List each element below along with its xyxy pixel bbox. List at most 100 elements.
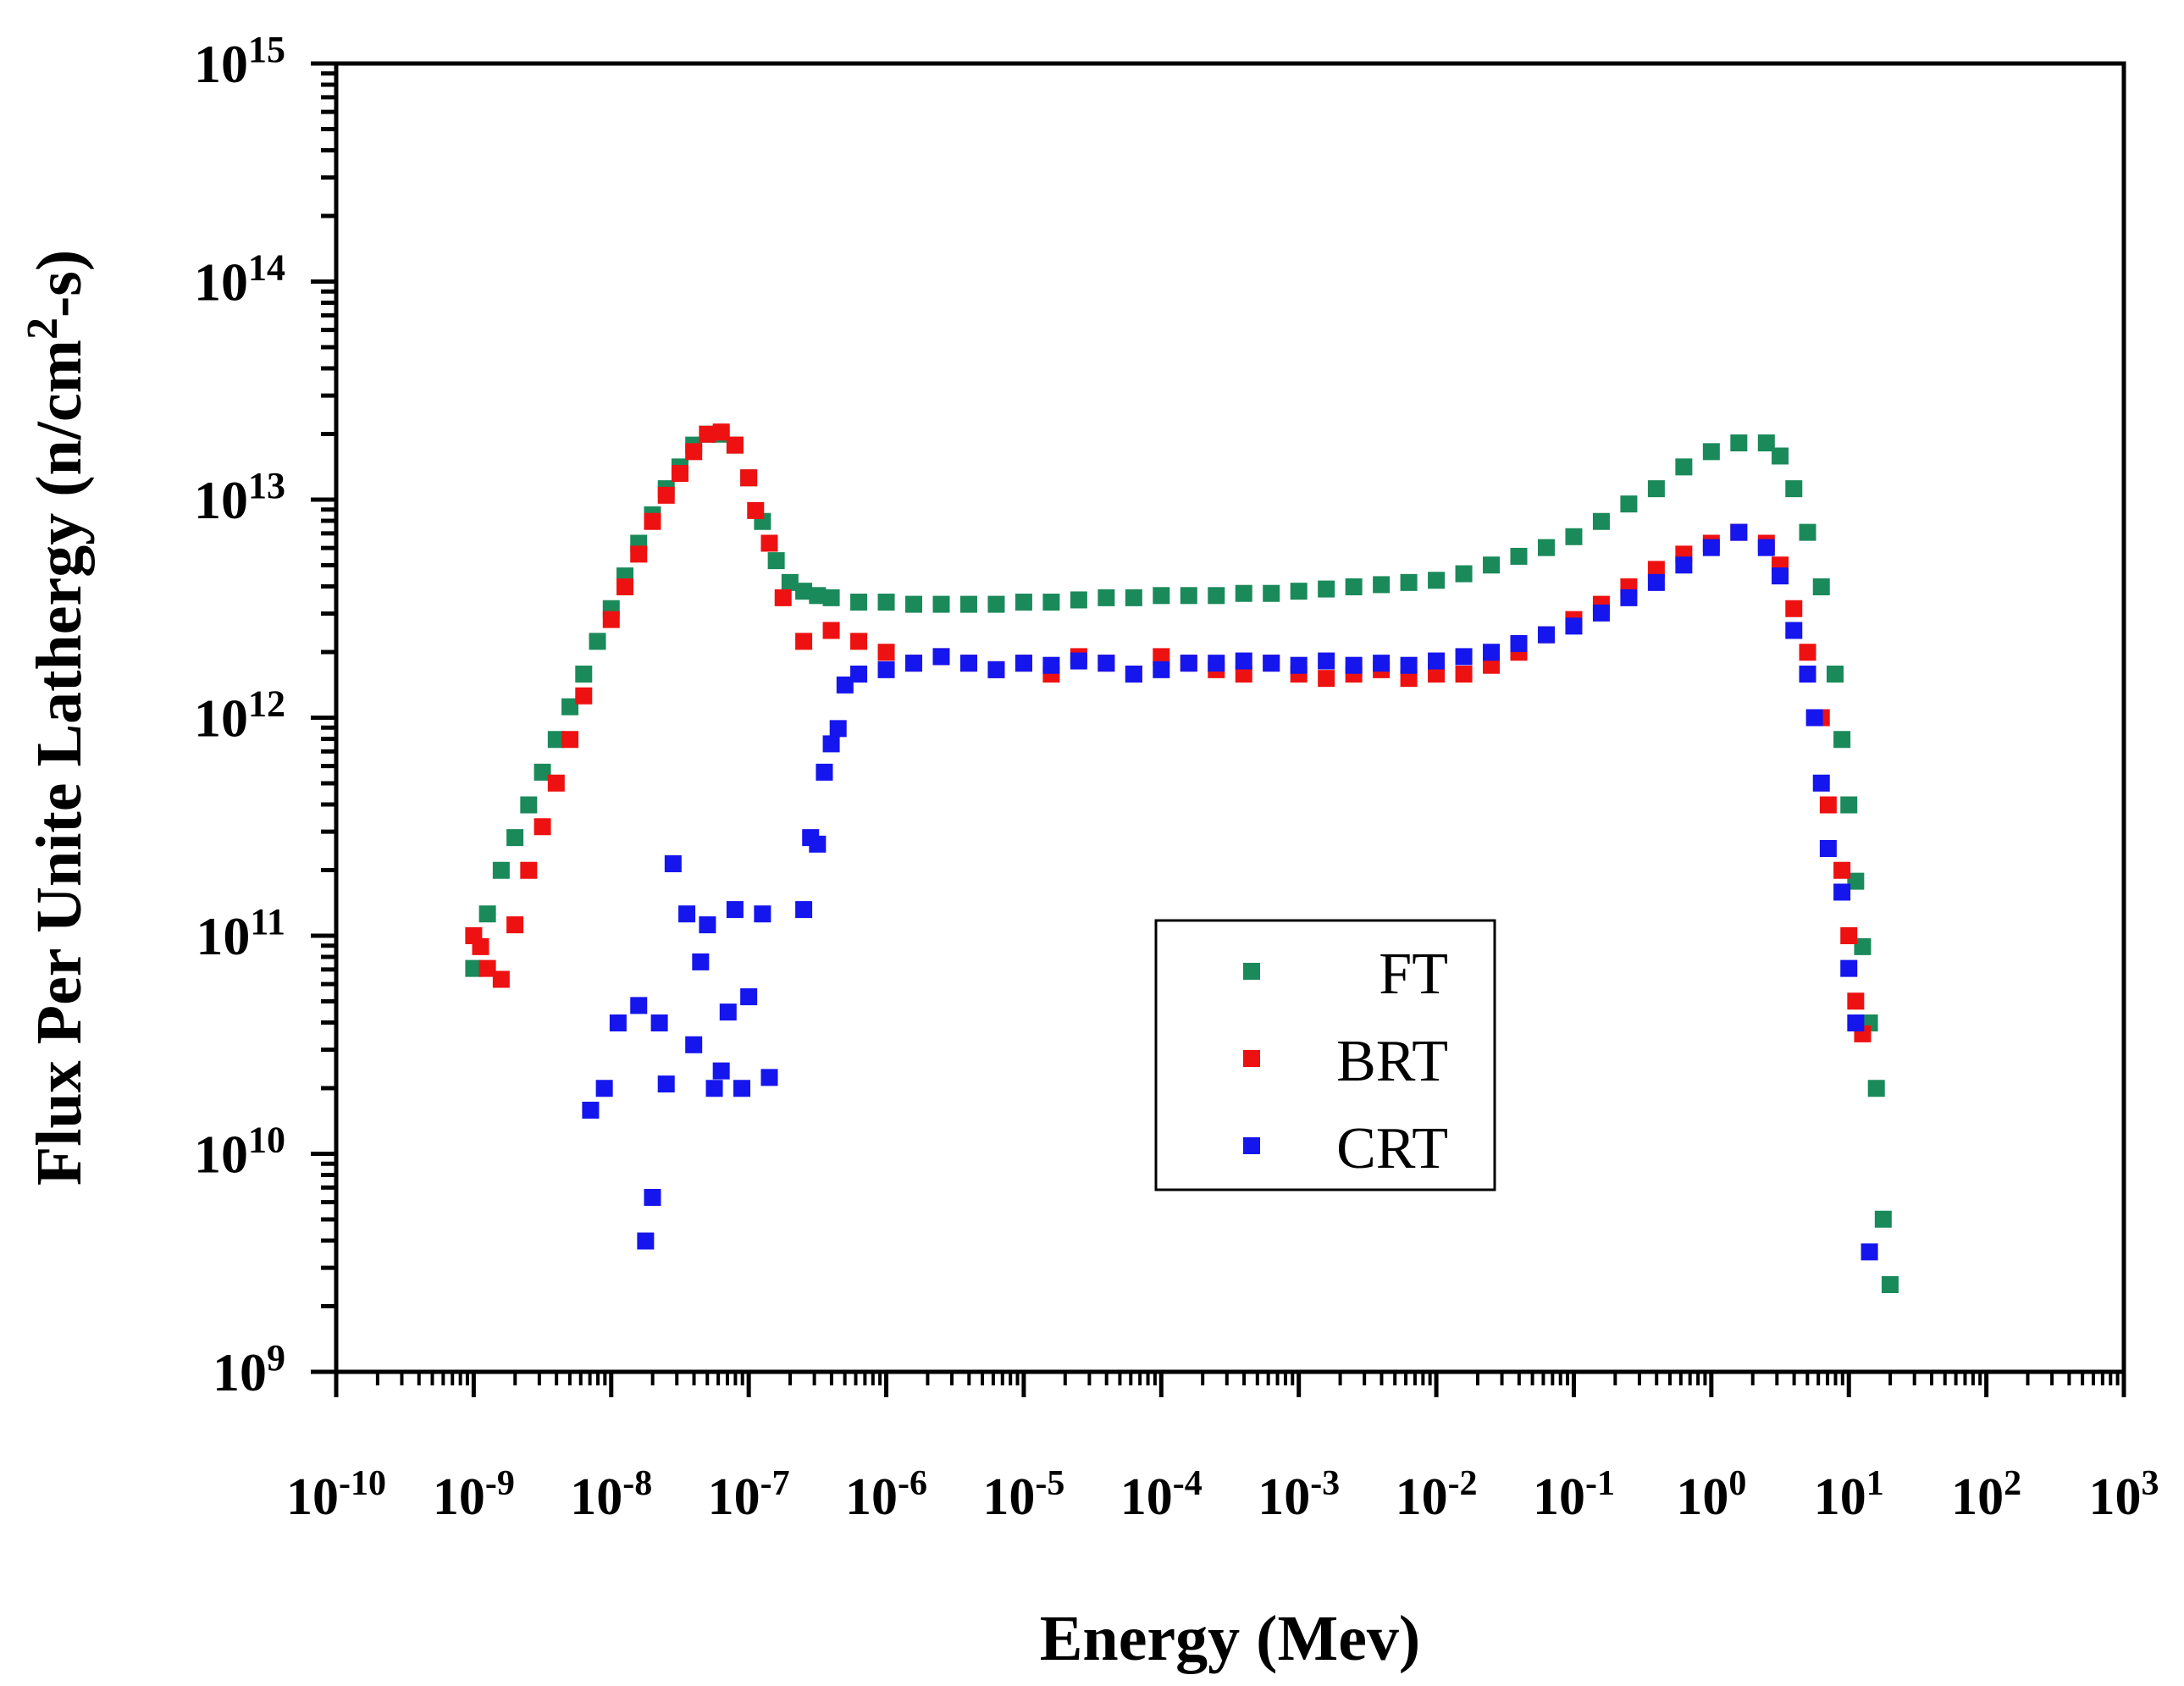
data-point <box>1757 539 1775 556</box>
x-tick-exponent: -6 <box>898 1464 927 1503</box>
data-point <box>1565 528 1583 545</box>
data-point <box>520 796 538 814</box>
data-point <box>1400 656 1418 674</box>
data-point <box>1812 774 1830 792</box>
data-point <box>506 829 524 847</box>
data-point <box>1290 583 1308 600</box>
y-tick-exponent: 11 <box>250 901 285 943</box>
x-tick-label: 10-10 <box>286 1464 386 1526</box>
data-point <box>602 611 620 628</box>
data-point <box>809 835 827 853</box>
x-tick-exponent: 2 <box>2004 1464 2021 1503</box>
legend-marker-brt <box>1243 1050 1260 1067</box>
data-point <box>1785 600 1803 617</box>
x-tick-base: 10 <box>1951 1468 2004 1526</box>
data-point <box>850 633 868 650</box>
legend-label-crt: CRT <box>1336 1116 1448 1181</box>
data-point <box>1318 652 1335 670</box>
x-tick-label: 102 <box>1951 1464 2021 1526</box>
y-tick-label: 1015 <box>194 29 285 95</box>
data-point <box>1772 567 1789 585</box>
data-point <box>1373 655 1391 672</box>
data-point <box>1826 666 1844 683</box>
legend-box <box>1154 919 1496 1191</box>
legend-label-brt: BRT <box>1336 1029 1448 1094</box>
y-axis-title-superscript: 2 <box>19 318 67 340</box>
data-point <box>1867 1080 1885 1097</box>
x-tick-base: 10 <box>845 1468 898 1526</box>
data-point <box>1098 589 1115 606</box>
data-point <box>685 443 703 461</box>
data-point <box>877 661 895 678</box>
data-point <box>795 633 813 650</box>
data-point <box>816 763 833 781</box>
data-point <box>1730 523 1748 541</box>
data-point <box>829 720 847 738</box>
data-point <box>1805 709 1823 727</box>
x-tick-base: 10 <box>982 1468 1035 1526</box>
data-point <box>547 774 565 792</box>
data-point <box>795 583 813 600</box>
data-point <box>987 595 1005 613</box>
data-point <box>1592 512 1610 530</box>
data-point <box>795 901 813 919</box>
x-tick-base: 10 <box>1676 1468 1728 1526</box>
data-point <box>1702 443 1720 461</box>
x-tick-label: 10-8 <box>570 1464 652 1526</box>
data-point <box>1153 648 1170 666</box>
data-point <box>1772 447 1789 465</box>
data-point <box>644 512 661 530</box>
data-point <box>760 1069 778 1086</box>
data-point <box>465 959 483 977</box>
data-point <box>1263 655 1280 672</box>
x-tick-exponent: -1 <box>1585 1464 1615 1503</box>
data-point <box>644 1189 661 1206</box>
data-point <box>1510 547 1528 565</box>
data-point <box>692 953 710 970</box>
data-point <box>1428 572 1446 589</box>
y-tick-label: 1013 <box>194 465 285 531</box>
y-tick-exponent: 13 <box>248 465 285 506</box>
data-point <box>1455 565 1473 583</box>
data-point <box>1125 589 1142 606</box>
data-point <box>987 661 1005 678</box>
x-tick-exponent: -7 <box>760 1464 790 1503</box>
data-point <box>740 988 758 1006</box>
data-point <box>1537 626 1555 644</box>
data-point <box>767 552 785 570</box>
data-point <box>719 1003 737 1021</box>
data-point <box>1647 573 1665 591</box>
data-point <box>822 735 840 753</box>
data-point <box>1428 652 1446 670</box>
x-tick-exponent: -5 <box>1035 1464 1064 1503</box>
data-point <box>1015 594 1032 611</box>
data-point <box>699 916 716 934</box>
data-point <box>1785 480 1803 498</box>
data-point <box>506 916 524 934</box>
data-point <box>1318 670 1335 688</box>
y-tick-label: 1012 <box>194 683 285 749</box>
data-point <box>547 731 565 749</box>
data-point <box>1861 1243 1878 1261</box>
y-tick-base: 10 <box>194 1125 248 1185</box>
y-tick-base: 10 <box>194 470 248 530</box>
series-layer <box>465 423 1899 1293</box>
x-tick-label: 10-7 <box>708 1464 790 1526</box>
data-point <box>1620 495 1638 513</box>
data-point <box>1235 652 1252 670</box>
data-point <box>1455 666 1473 683</box>
data-point <box>705 1080 723 1097</box>
data-point <box>712 423 730 441</box>
data-point <box>877 594 895 611</box>
data-point <box>1042 594 1060 611</box>
data-point <box>1812 578 1830 595</box>
data-point <box>1235 666 1252 683</box>
x-tick-exponent: -9 <box>485 1464 515 1503</box>
data-point <box>1881 1276 1899 1293</box>
x-tick-label: 10-4 <box>1120 1464 1203 1526</box>
data-point <box>822 589 840 606</box>
data-point <box>1483 556 1501 574</box>
y-tick-label: 1014 <box>194 246 285 312</box>
y-tick-label: 109 <box>213 1337 285 1403</box>
data-point <box>1208 587 1225 605</box>
